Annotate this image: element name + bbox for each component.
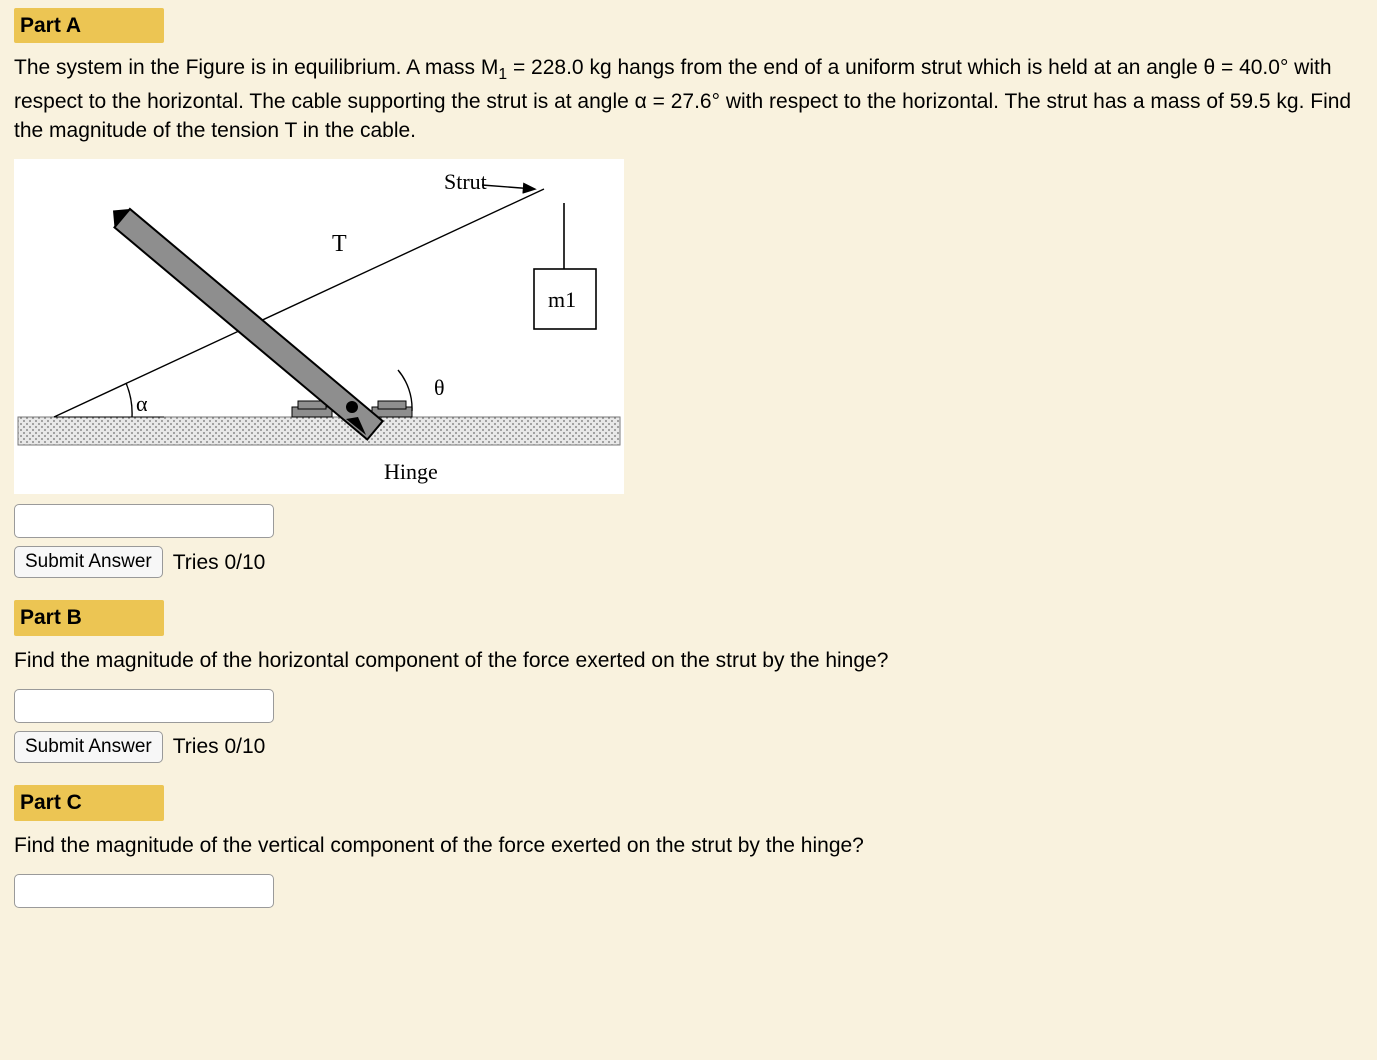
- part-b-submit-row: Submit Answer Tries 0/10: [14, 731, 1363, 763]
- part-a-submit-row: Submit Answer Tries 0/10: [14, 546, 1363, 578]
- part-c-question: Find the magnitude of the vertical compo…: [14, 831, 1363, 860]
- part-c-section: Part C Find the magnitude of the vertica…: [14, 785, 1363, 908]
- strut-mass-value: 59.5: [1230, 90, 1271, 113]
- label-hinge: Hinge: [384, 459, 438, 484]
- part-a-submit-button[interactable]: Submit Answer: [14, 546, 163, 578]
- problem-container: Part A The system in the Figure is in eq…: [0, 0, 1377, 930]
- part-b-tries: Tries 0/10: [173, 732, 266, 761]
- part-a-section: Part A The system in the Figure is in eq…: [14, 8, 1363, 578]
- strut-diagram: Strut T m1 θ α Hinge: [14, 159, 624, 494]
- label-T: T: [332, 231, 347, 257]
- label-alpha: α: [136, 391, 148, 416]
- part-a-header: Part A: [14, 8, 164, 43]
- part-a-tries: Tries 0/10: [173, 548, 266, 577]
- label-theta: θ: [434, 375, 445, 400]
- part-b-question: Find the magnitude of the horizontal com…: [14, 646, 1363, 675]
- theta-value: 40.0: [1239, 56, 1280, 79]
- part-a-answer-input[interactable]: [14, 504, 274, 538]
- label-m1: m1: [548, 287, 576, 312]
- m1-value: 228.0: [531, 56, 584, 79]
- part-c-answer-input[interactable]: [14, 874, 274, 908]
- part-b-answer-input[interactable]: [14, 689, 274, 723]
- part-b-submit-button[interactable]: Submit Answer: [14, 731, 163, 763]
- part-c-header: Part C: [14, 785, 164, 820]
- part-a-question: The system in the Figure is in equilibri…: [14, 53, 1363, 145]
- part-b-header: Part B: [14, 600, 164, 635]
- label-strut: Strut: [444, 169, 487, 194]
- alpha-value: 27.6: [671, 90, 712, 113]
- part-b-section: Part B Find the magnitude of the horizon…: [14, 600, 1363, 763]
